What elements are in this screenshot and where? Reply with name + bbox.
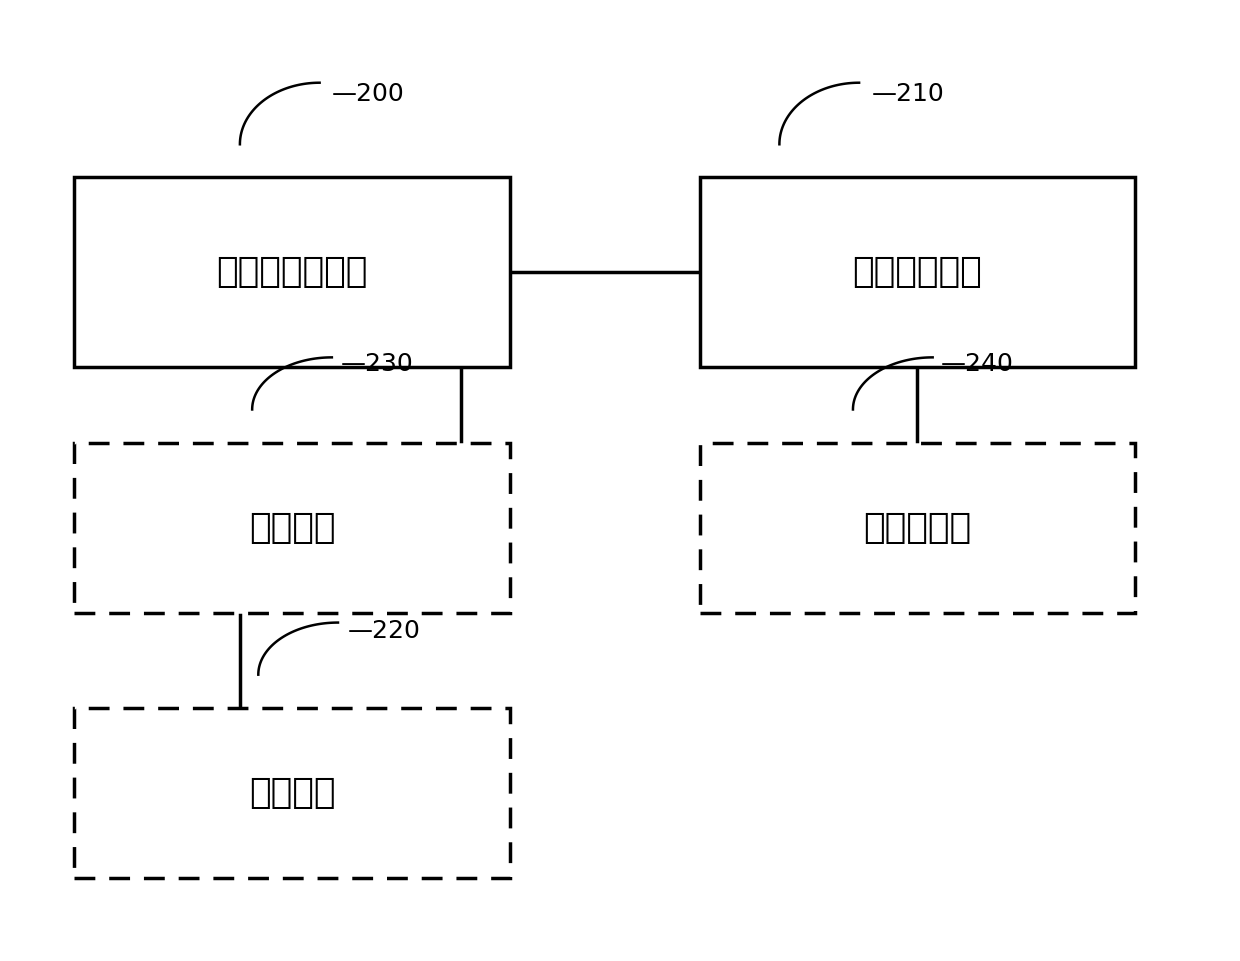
Text: 功率确定模块: 功率确定模块	[852, 255, 982, 289]
Text: 接收模块: 接收模块	[249, 776, 335, 810]
Text: 更新模块: 更新模块	[249, 511, 335, 545]
Text: —240: —240	[941, 353, 1014, 377]
Bar	[74, 178, 510, 367]
Bar	[699, 178, 1135, 367]
Text: —220: —220	[347, 620, 420, 644]
Bar	[74, 708, 510, 878]
Bar	[74, 443, 510, 613]
Text: —230: —230	[341, 353, 413, 377]
Text: 闭环量确定模块: 闭环量确定模块	[216, 255, 368, 289]
Text: 初始化模块: 初始化模块	[863, 511, 971, 545]
Bar	[699, 443, 1135, 613]
Text: —200: —200	[332, 83, 404, 107]
Text: —210: —210	[872, 83, 944, 107]
